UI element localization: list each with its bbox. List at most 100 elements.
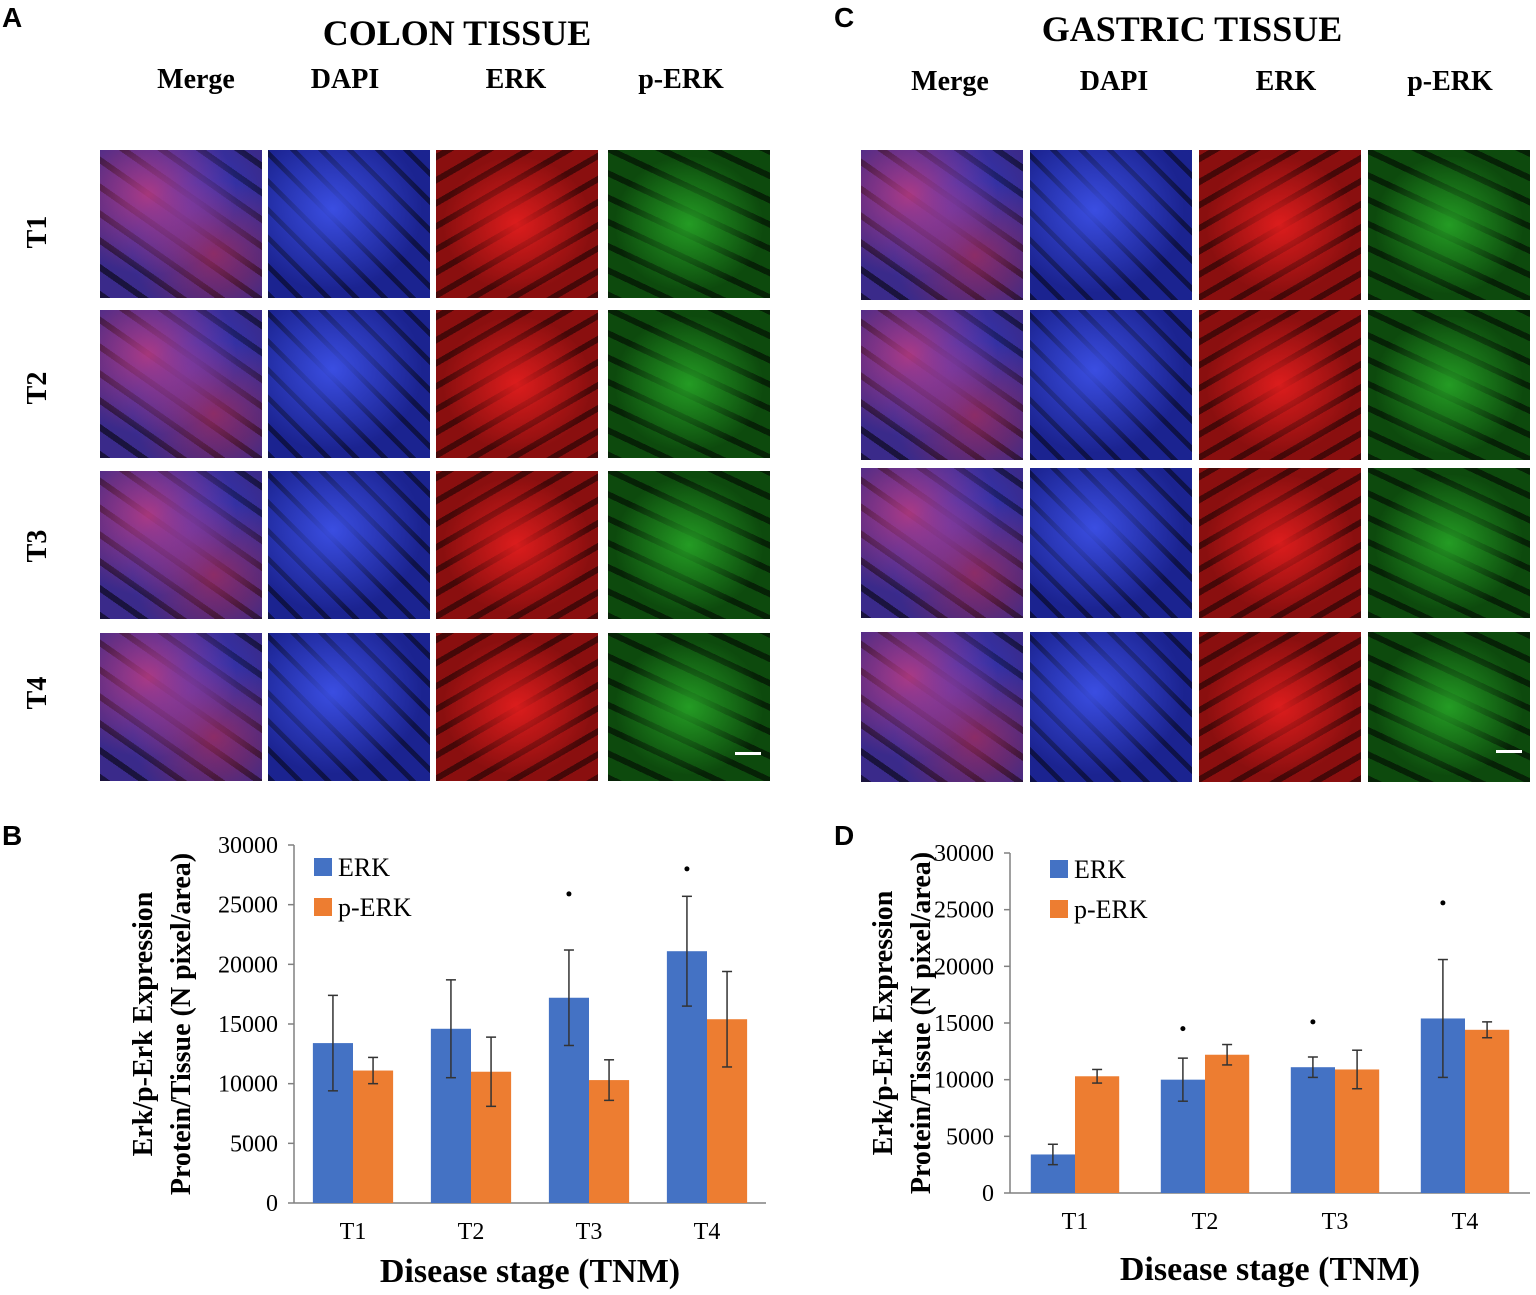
- colon-title: COLON TISSUE: [322, 13, 592, 53]
- gastric-scale-bar: [1496, 750, 1522, 753]
- gastric-micrograph-t2-dapi: [1030, 310, 1192, 460]
- y-axis-title-line-1: Erk/p-Erk Expression: [128, 891, 159, 1156]
- bar-p-erk-t2: [1205, 1054, 1250, 1193]
- colon-row-t4: T4: [22, 676, 53, 710]
- legend-swatch-erk: [1050, 860, 1068, 878]
- legend-label-erk: ERK: [1074, 855, 1126, 884]
- colon-micrograph-t1-erk: [436, 150, 598, 298]
- significance-marker: [1440, 900, 1446, 906]
- bar-p-erk-t1: [1075, 1076, 1120, 1193]
- gastric-micrograph-t2-perk: [1368, 310, 1530, 460]
- x-tick-label: T3: [576, 1219, 603, 1245]
- panel-letter-d: D: [834, 820, 855, 851]
- y-tick-label: 30000: [934, 841, 994, 867]
- colon-micrograph-t2-erk: [436, 310, 598, 458]
- gastric-micrograph-t3-dapi: [1030, 468, 1192, 618]
- colon-micrograph-t1-dapi: [268, 150, 430, 298]
- colon-micrograph-t2-merge: [100, 310, 262, 458]
- y-tick-label: 10000: [218, 1072, 278, 1098]
- colon-micrograph-t4-merge: [100, 633, 262, 781]
- colon-micrograph-t2-perk: [608, 310, 770, 458]
- colon-col-dapi: DAPI: [310, 64, 380, 95]
- gastric-micrograph-t1-dapi: [1030, 150, 1192, 300]
- x-tick-label: T2: [458, 1219, 485, 1245]
- bar-p-erk-t1: [353, 1070, 394, 1203]
- x-tick-label: T4: [694, 1219, 721, 1245]
- gastric-micrograph-t1-perk: [1368, 150, 1530, 300]
- colon-row-t3: T3: [22, 529, 53, 563]
- significance-marker: [1180, 1026, 1186, 1032]
- colon-micrograph-t3-dapi: [268, 471, 430, 619]
- colon-scale-bar: [735, 752, 761, 755]
- gastric-micrograph-t4-merge: [861, 632, 1023, 782]
- colon-micrograph-t1-merge: [100, 150, 262, 298]
- legend-label-p-erk: p-ERK: [338, 893, 412, 922]
- significance-marker: [684, 866, 690, 872]
- y-tick-label: 25000: [218, 893, 278, 919]
- panel-letter-c: C: [834, 2, 855, 33]
- colon-micrograph-t4-perk: [608, 633, 770, 781]
- colon-row-t2: T2: [22, 371, 53, 405]
- colon-col-perk: p-ERK: [638, 64, 724, 95]
- gastric-micrograph-t3-perk: [1368, 468, 1530, 618]
- colon-micrograph-t3-erk: [436, 471, 598, 619]
- x-tick-label: T2: [1192, 1209, 1219, 1235]
- colon-micrograph-t3-perk: [608, 471, 770, 619]
- gastric-micrograph-t3-merge: [861, 468, 1023, 618]
- colon-col-merge: Merge: [157, 64, 235, 95]
- gastric-col-erk: ERK: [1255, 66, 1317, 97]
- y-axis-title-line-1: Erk/p-Erk Expression: [870, 890, 899, 1155]
- legend-swatch-p-erk: [1050, 900, 1068, 918]
- x-tick-label: T1: [1062, 1209, 1089, 1235]
- bar-erk-t3: [1290, 1067, 1335, 1193]
- gastric-micrograph-t2-erk: [1199, 310, 1361, 460]
- gastric-micrograph-t4-dapi: [1030, 632, 1192, 782]
- bar-p-erk-t3: [1335, 1069, 1380, 1193]
- legend-label-p-erk: p-ERK: [1074, 895, 1148, 924]
- legend-swatch-p-erk: [314, 898, 332, 916]
- y-tick-label: 5000: [946, 1124, 994, 1150]
- y-tick-label: 25000: [934, 898, 994, 924]
- y-tick-label: 5000: [230, 1131, 278, 1157]
- chart-d: 0 5000 10000 15000 20000 25000 30000 T1 T2 T3 T4 ER…: [870, 841, 1530, 1288]
- y-tick-label: 15000: [934, 1011, 994, 1037]
- gastric-micrograph-t4-erk: [1199, 632, 1361, 782]
- significance-marker: [1310, 1019, 1316, 1025]
- y-tick-label: 0: [266, 1191, 278, 1217]
- x-tick-label: T3: [1322, 1209, 1349, 1235]
- panel-letter-b: B: [2, 820, 23, 851]
- legend-label-erk: ERK: [338, 853, 390, 882]
- gastric-col-merge: Merge: [911, 66, 989, 97]
- colon-micrograph-t1-perk: [608, 150, 770, 298]
- gastric-micrograph-t3-erk: [1199, 468, 1361, 618]
- legend-swatch-erk: [314, 858, 332, 876]
- gastric-micrograph-t2-merge: [861, 310, 1023, 460]
- y-tick-label: 20000: [218, 952, 278, 978]
- x-tick-label: T1: [340, 1219, 367, 1245]
- gastric-col-dapi: DAPI: [1079, 66, 1149, 97]
- colon-row-t1: T1: [22, 215, 53, 249]
- gastric-col-perk: p-ERK: [1407, 66, 1493, 97]
- x-axis-title: Disease stage (TNM): [1120, 1251, 1420, 1288]
- x-tick-label: T4: [1452, 1209, 1479, 1235]
- gastric-micrograph-t1-merge: [861, 150, 1023, 300]
- y-tick-label: 15000: [218, 1012, 278, 1038]
- significance-marker: [566, 891, 572, 897]
- y-tick-label: 0: [982, 1181, 994, 1207]
- colon-micrograph-t4-erk: [436, 633, 598, 781]
- bar-p-erk-t4: [1465, 1029, 1510, 1193]
- y-tick-label: 20000: [934, 954, 994, 980]
- x-axis-title: Disease stage (TNM): [380, 1253, 680, 1290]
- gastric-title: GASTRIC TISSUE: [1041, 9, 1343, 49]
- panel-letter-a: A: [2, 2, 23, 33]
- chart-b: 0 5000 10000 15000 20000 25000 30000 T1 T2 T3 T4 ER…: [128, 833, 766, 1290]
- gastric-micrograph-t4-perk: [1368, 632, 1530, 782]
- gastric-micrograph-t1-erk: [1199, 150, 1361, 300]
- colon-col-erk: ERK: [485, 64, 547, 95]
- y-axis-title-line-2: Protein/Tissue (N pixel/area): [906, 852, 937, 1194]
- colon-micrograph-t2-dapi: [268, 310, 430, 458]
- colon-micrograph-t4-dapi: [268, 633, 430, 781]
- y-tick-label: 10000: [934, 1068, 994, 1094]
- colon-micrograph-t3-merge: [100, 471, 262, 619]
- y-axis-title-line-2: Protein/Tissue (N pixel/area): [166, 853, 197, 1195]
